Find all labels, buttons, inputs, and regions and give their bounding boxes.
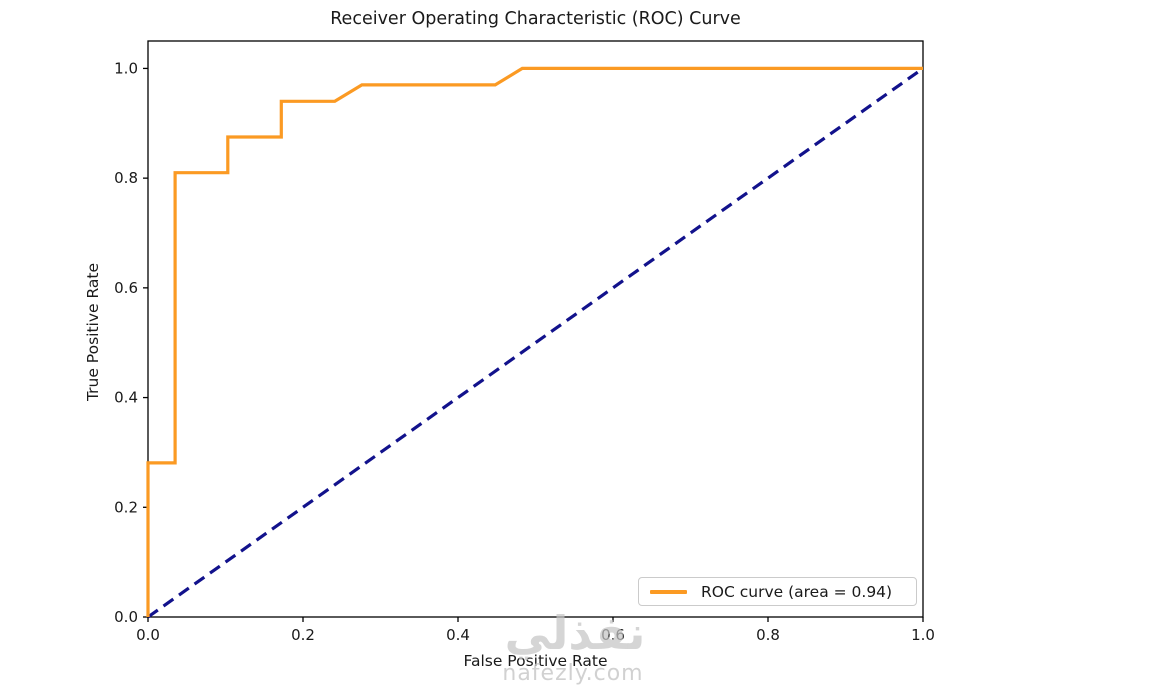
y-tick-label: 0.6 <box>114 279 138 297</box>
x-axis-label: False Positive Rate <box>463 652 608 670</box>
legend-roc-label: ROC curve (area = 0.94) <box>701 582 893 601</box>
chart-title: Receiver Operating Characteristic (ROC) … <box>330 9 741 29</box>
legend-roc-line-swatch <box>650 589 687 594</box>
x-tick-label: 0.2 <box>291 626 315 644</box>
x-tick-label: 1.0 <box>911 626 935 644</box>
roc-curve-line <box>146 66 923 617</box>
y-tick-label: 0.8 <box>114 169 138 187</box>
y-tick-label: 0.2 <box>114 498 138 516</box>
plot-border <box>147 40 924 618</box>
y-axis-label: True Positive Rate <box>84 262 102 402</box>
y-tick-label: 1.0 <box>114 59 138 77</box>
y-tick-label: 0.0 <box>114 608 138 626</box>
x-tick-label: 0.4 <box>446 626 470 644</box>
legend: ROC curve (area = 0.94) <box>638 577 917 606</box>
x-tick-label: 0.0 <box>136 626 160 644</box>
x-tick-label: 0.6 <box>601 626 625 644</box>
y-tick-label: 0.4 <box>114 389 138 407</box>
x-tick-label: 0.8 <box>756 626 780 644</box>
chance-diagonal-line <box>147 67 924 619</box>
